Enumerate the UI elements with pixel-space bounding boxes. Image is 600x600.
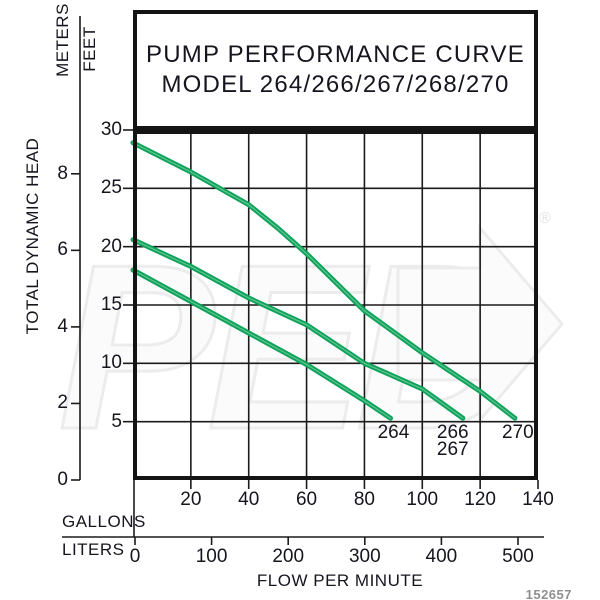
performance-curve-270: [130, 140, 518, 421]
performance-curve-highlight-266-267: [132, 239, 464, 419]
chart-title-line2: MODEL 264/266/267/268/270: [161, 71, 510, 98]
chart-title-line1: PUMP PERFORMANCE CURVE: [146, 41, 525, 68]
chart-title-box: PUMP PERFORMANCE CURVE MODEL 264/266/267…: [133, 10, 538, 130]
performance-curve-highlight-270: [132, 142, 516, 419]
x-axis-unit-liters: LITERS: [62, 540, 125, 559]
y-axis-unit-feet: FEET: [80, 26, 99, 72]
registered-trademark-icon: ®: [539, 210, 551, 227]
performance-curve-266-267: [130, 237, 466, 421]
x-axis-unit-gallons: GALLONS: [62, 512, 146, 531]
document-number: 152657: [525, 587, 572, 600]
y-axis-unit-meters: METERS: [53, 3, 72, 77]
x-axis-title: FLOW PER MINUTE: [256, 571, 424, 590]
performance-curve-highlight-264: [132, 269, 392, 419]
performance-curve-264: [130, 267, 393, 421]
y-axis-title: TOTAL DYNAMIC HEAD: [23, 137, 42, 335]
plot-area-border: [133, 130, 538, 480]
